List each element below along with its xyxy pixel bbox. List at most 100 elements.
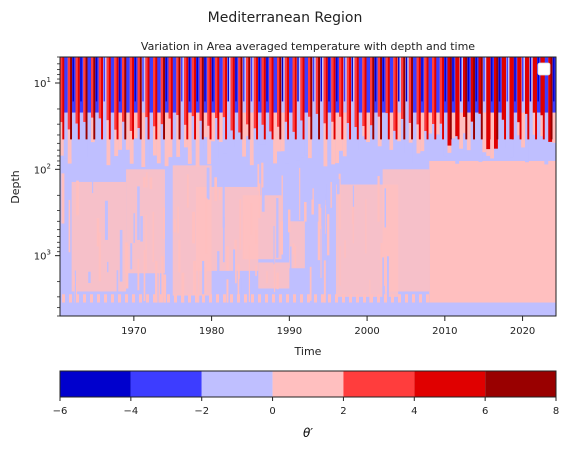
- anomaly-streak: [76, 180, 79, 216]
- mixed-layer-cell: [354, 108, 359, 150]
- mixed-layer-cell: [238, 108, 243, 165]
- surface-cold-core: [204, 57, 206, 102]
- mixed-layer-cell: [269, 108, 274, 165]
- mixed-layer-cell: [129, 108, 134, 164]
- colorbar-tick-label: −2: [194, 406, 209, 417]
- anomaly-streak: [339, 246, 341, 286]
- surface-hot-core: [217, 57, 220, 140]
- surface-hot-core: [465, 57, 468, 140]
- surface-hot-core: [163, 57, 166, 140]
- mixed-layer-cell: [466, 108, 471, 151]
- deep-comb-tooth: [83, 294, 86, 303]
- anomaly-streak: [146, 172, 148, 188]
- deep-comb-tooth: [370, 294, 373, 303]
- anomaly-streak: [312, 188, 314, 203]
- mixed-layer-cell: [63, 108, 68, 159]
- anomaly-streak: [107, 261, 109, 273]
- mixed-layer-cell: [497, 108, 502, 152]
- surface-cold-core: [274, 57, 276, 102]
- deep-comb-tooth: [272, 294, 275, 303]
- surface-hot-core: [480, 57, 483, 140]
- surface-cold-core: [297, 57, 299, 102]
- anomaly-streak: [214, 177, 218, 202]
- mixed-layer-cell: [459, 108, 463, 149]
- surface-hot-core: [101, 57, 104, 140]
- anomaly-streak: [226, 279, 229, 316]
- legend-box: [537, 62, 551, 76]
- surface-warm-band: [331, 57, 336, 122]
- mixed-layer-cell: [187, 108, 192, 164]
- surface-cold-core: [119, 57, 121, 102]
- deep-comb-tooth: [118, 294, 121, 303]
- warm-anomaly-patch: [258, 262, 290, 289]
- anomaly-streak: [221, 277, 223, 314]
- mixed-layer-cell: [536, 108, 541, 139]
- anomaly-streak: [304, 202, 307, 222]
- surface-hot-core: [240, 57, 243, 140]
- mixed-layer-cell: [222, 108, 227, 154]
- anomaly-streak: [222, 217, 225, 263]
- surface-warm-band: [478, 57, 483, 114]
- colorbar-tick-label: −4: [123, 406, 138, 417]
- deep-comb-tooth: [538, 294, 541, 303]
- surface-warm-band: [463, 57, 467, 117]
- deep-comb-tooth: [251, 294, 254, 303]
- surface-warm-band: [284, 57, 289, 122]
- surface-warm-band: [292, 57, 297, 132]
- anomaly-streak: [365, 199, 367, 254]
- deep-comb-tooth: [377, 294, 380, 303]
- surface-warm-band: [315, 57, 320, 114]
- surface-warm-band: [199, 57, 204, 121]
- anomaly-streak: [352, 193, 354, 224]
- deep-comb-tooth: [167, 294, 170, 303]
- deep-comb-tooth: [510, 294, 513, 303]
- deep-comb-tooth: [342, 294, 345, 303]
- mixed-layer-cell: [521, 108, 525, 148]
- anomaly-streak: [161, 256, 164, 298]
- surface-hot-core: [333, 57, 336, 140]
- surface-hot-core: [302, 57, 305, 140]
- colorbar-tick-label: 2: [340, 406, 346, 417]
- surface-hot-core: [542, 57, 545, 140]
- anomaly-streak: [133, 213, 135, 243]
- anomaly-streak: [288, 209, 291, 233]
- anomaly-streak: [377, 176, 380, 222]
- colorbar-segment: [414, 371, 486, 397]
- surface-hot-core: [279, 57, 282, 140]
- deep-comb-tooth: [433, 294, 436, 303]
- deep-comb-tooth: [146, 294, 149, 303]
- x-tick-label: 1980: [199, 326, 224, 337]
- mixed-layer-cell: [420, 108, 425, 152]
- surface-hot-core: [116, 57, 119, 140]
- surface-warm-band: [246, 57, 250, 125]
- anomaly-streak: [273, 226, 275, 265]
- mixed-layer-cell: [145, 108, 150, 165]
- surface-cold-core: [173, 57, 175, 102]
- surface-hot-core: [201, 57, 204, 140]
- mixed-layer-cell: [114, 108, 119, 157]
- surface-warm-band: [91, 57, 95, 118]
- mixed-layer-cell: [75, 108, 80, 139]
- surface-warm-band: [494, 57, 498, 149]
- deep-comb-tooth: [531, 294, 534, 303]
- deep-comb-tooth: [307, 294, 310, 303]
- deep-comb-tooth: [237, 294, 240, 303]
- colorbar-label: θ′: [303, 426, 313, 440]
- surface-cold-core: [382, 57, 384, 102]
- x-axis-label: Time: [294, 345, 322, 358]
- surface-hot-core: [225, 57, 228, 140]
- y-tick-label: 102: [34, 162, 51, 176]
- surface-cold-core: [111, 57, 113, 102]
- mixed-layer-cell: [199, 108, 204, 149]
- surface-hot-core: [372, 57, 375, 140]
- surface-cold-core: [398, 57, 400, 102]
- surface-cold-core: [429, 57, 431, 102]
- mixed-layer-cell: [528, 108, 533, 157]
- anomaly-streak: [192, 211, 196, 244]
- surface-hot-core: [488, 57, 491, 140]
- surface-warm-band: [215, 57, 219, 119]
- surface-cold-core: [212, 57, 214, 102]
- surface-hot-core: [77, 57, 80, 140]
- deep-comb-tooth: [300, 294, 303, 303]
- anomaly-streak: [383, 256, 387, 286]
